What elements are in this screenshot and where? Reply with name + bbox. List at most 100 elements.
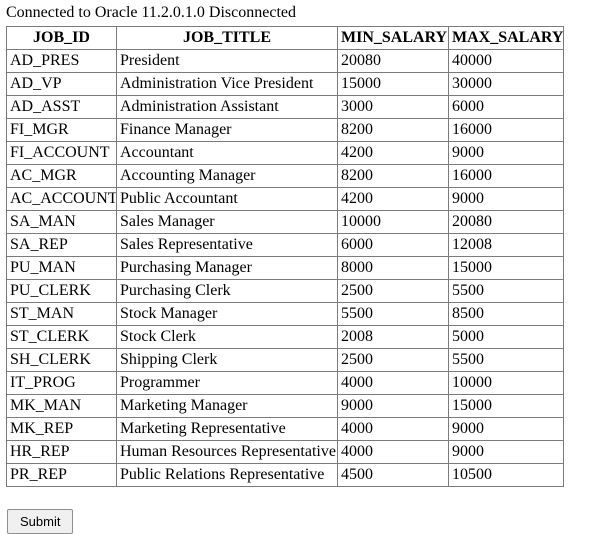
cell-max-salary: 20080: [448, 210, 564, 234]
table-row: PU_MAN Purchasing Manager 8000 15000: [6, 256, 564, 280]
table-row: AD_VP Administration Vice President 15000 3…: [6, 72, 564, 96]
cell-job-title: Finance Manager: [116, 118, 338, 142]
jobs-table-body: AD_PRES President 20080 40000 AD_VP Administr…: [6, 49, 564, 487]
column-header-min-salary: MIN_SALARY: [337, 26, 449, 50]
cell-max-salary: 8500: [448, 302, 564, 326]
table-row: SA_REP Sales Representative 6000 12008: [6, 233, 564, 257]
cell-job-title: Sales Manager: [116, 210, 338, 234]
cell-min-salary: 3000: [337, 95, 449, 119]
cell-min-salary: 4000: [337, 371, 449, 395]
cell-job-id: PU_MAN: [6, 256, 117, 280]
cell-job-id: FI_ACCOUNT: [6, 141, 117, 165]
table-row: IT_PROG Programmer 4000 10000: [6, 371, 564, 395]
cell-job-title: Sales Representative: [116, 233, 338, 257]
cell-job-title: Administration Vice President: [116, 72, 338, 96]
cell-job-title: Purchasing Manager: [116, 256, 338, 280]
cell-job-title: Accountant: [116, 141, 338, 165]
cell-min-salary: 4200: [337, 187, 449, 211]
table-row: ST_CLERK Stock Clerk 2008 5000: [6, 325, 564, 349]
cell-job-id: AC_ACCOUNT: [6, 187, 117, 211]
cell-job-id: MK_REP: [6, 417, 117, 441]
cell-job-title: Public Relations Representative: [116, 463, 338, 487]
table-row: FI_ACCOUNT Accountant 4200 9000: [6, 141, 564, 165]
table-row: HR_REP Human Resources Representative 4000…: [6, 440, 564, 464]
cell-min-salary: 4200: [337, 141, 449, 165]
cell-job-id: PU_CLERK: [6, 279, 117, 303]
table-row: MK_MAN Marketing Manager 9000 15000: [6, 394, 564, 418]
cell-max-salary: 30000: [448, 72, 564, 96]
cell-job-id: SA_REP: [6, 233, 117, 257]
cell-job-title: Marketing Representative: [116, 417, 338, 441]
cell-job-title: Programmer: [116, 371, 338, 395]
cell-job-title: Purchasing Clerk: [116, 279, 338, 303]
cell-job-title: Stock Clerk: [116, 325, 338, 349]
cell-max-salary: 5500: [448, 279, 564, 303]
cell-max-salary: 15000: [448, 256, 564, 280]
cell-min-salary: 4000: [337, 440, 449, 464]
table-row: PU_CLERK Purchasing Clerk 2500 5500: [6, 279, 564, 303]
cell-job-id: ST_CLERK: [6, 325, 117, 349]
cell-min-salary: 2008: [337, 325, 449, 349]
cell-min-salary: 8200: [337, 164, 449, 188]
table-row: AD_ASST Administration Assistant 3000 6000: [6, 95, 564, 119]
connection-status-text: Connected to Oracle 11.2.0.1.0 Disconnec…: [6, 4, 296, 21]
table-row: AC_ACCOUNT Public Accountant 4200 9000: [6, 187, 564, 211]
cell-max-salary: 6000: [448, 95, 564, 119]
cell-job-title: Stock Manager: [116, 302, 338, 326]
cell-job-title: Shipping Clerk: [116, 348, 338, 372]
cell-min-salary: 15000: [337, 72, 449, 96]
cell-min-salary: 6000: [337, 233, 449, 257]
cell-max-salary: 40000: [448, 49, 564, 73]
cell-max-salary: 9000: [448, 417, 564, 441]
cell-min-salary: 9000: [337, 394, 449, 418]
cell-max-salary: 9000: [448, 141, 564, 165]
cell-job-title: Human Resources Representative: [116, 440, 338, 464]
cell-job-title: Marketing Manager: [116, 394, 338, 418]
table-row: ST_MAN Stock Manager 5500 8500: [6, 302, 564, 326]
jobs-table: JOB_ID JOB_TITLE MIN_SALARY MAX_SALARY A…: [6, 26, 564, 487]
cell-job-id: SH_CLERK: [6, 348, 117, 372]
table-row: PR_REP Public Relations Representative 450…: [6, 463, 564, 487]
cell-job-id: PR_REP: [6, 463, 117, 487]
cell-job-id: AC_MGR: [6, 164, 117, 188]
cell-max-salary: 10000: [448, 371, 564, 395]
submit-button[interactable]: Submit: [7, 509, 74, 534]
cell-job-id: FI_MGR: [6, 118, 117, 142]
cell-max-salary: 16000: [448, 164, 564, 188]
cell-job-id: MK_MAN: [6, 394, 117, 418]
cell-min-salary: 2500: [337, 348, 449, 372]
cell-min-salary: 20080: [337, 49, 449, 73]
table-row: AD_PRES President 20080 40000: [6, 49, 564, 73]
cell-max-salary: 10500: [448, 463, 564, 487]
cell-min-salary: 8000: [337, 256, 449, 280]
cell-max-salary: 9000: [448, 440, 564, 464]
cell-job-title: Accounting Manager: [116, 164, 338, 188]
cell-min-salary: 4500: [337, 463, 449, 487]
column-header-job-id: JOB_ID: [6, 26, 117, 50]
table-header-row: JOB_ID JOB_TITLE MIN_SALARY MAX_SALARY: [6, 26, 564, 50]
cell-min-salary: 10000: [337, 210, 449, 234]
cell-job-id: AD_PRES: [6, 49, 117, 73]
column-header-max-salary: MAX_SALARY: [448, 26, 564, 50]
cell-max-salary: 12008: [448, 233, 564, 257]
table-row: SH_CLERK Shipping Clerk 2500 5500: [6, 348, 564, 372]
cell-job-title: Administration Assistant: [116, 95, 338, 119]
table-row: SA_MAN Sales Manager 10000 20080: [6, 210, 564, 234]
cell-job-title: Public Accountant: [116, 187, 338, 211]
cell-job-id: SA_MAN: [6, 210, 117, 234]
table-row: FI_MGR Finance Manager 8200 16000: [6, 118, 564, 142]
cell-job-id: AD_VP: [6, 72, 117, 96]
cell-min-salary: 4000: [337, 417, 449, 441]
cell-max-salary: 5500: [448, 348, 564, 372]
cell-job-id: IT_PROG: [6, 371, 117, 395]
cell-max-salary: 16000: [448, 118, 564, 142]
cell-job-id: HR_REP: [6, 440, 117, 464]
cell-max-salary: 5000: [448, 325, 564, 349]
table-row: MK_REP Marketing Representative 4000 9000: [6, 417, 564, 441]
cell-max-salary: 9000: [448, 187, 564, 211]
cell-job-id: ST_MAN: [6, 302, 117, 326]
column-header-job-title: JOB_TITLE: [116, 26, 338, 50]
cell-min-salary: 8200: [337, 118, 449, 142]
cell-min-salary: 2500: [337, 279, 449, 303]
